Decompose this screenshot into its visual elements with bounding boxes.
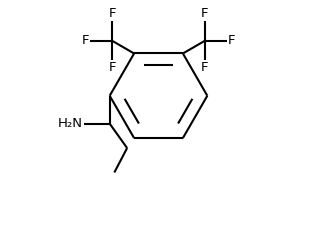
Text: F: F <box>201 7 209 20</box>
Text: F: F <box>201 61 209 74</box>
Text: H₂N: H₂N <box>58 117 83 130</box>
Text: F: F <box>108 7 116 20</box>
Text: F: F <box>108 61 116 74</box>
Text: F: F <box>228 34 236 47</box>
Text: F: F <box>81 34 89 47</box>
